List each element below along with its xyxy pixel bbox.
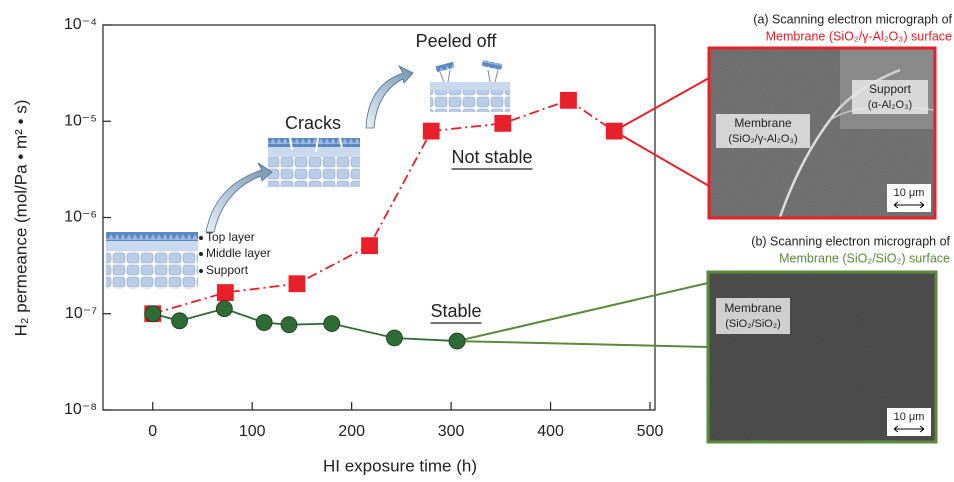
layer-illustration <box>106 232 203 289</box>
y-tick-label: 10⁻⁷ <box>65 305 97 322</box>
series-label: Not stable <box>451 147 532 167</box>
series-label: Stable <box>430 301 481 321</box>
marker <box>256 315 272 331</box>
peeled-illustration <box>430 60 510 112</box>
marker <box>324 316 340 332</box>
sem-label: Membrane <box>734 116 792 130</box>
marker <box>423 123 439 139</box>
marker <box>172 313 188 329</box>
marker <box>362 238 378 254</box>
x-tick-label: 500 <box>637 423 664 440</box>
scale-label: 10 μm <box>894 187 925 199</box>
annotation: Cracks <box>285 113 341 133</box>
x-tick-label: 100 <box>239 423 266 440</box>
y-tick-label: 10⁻⁴ <box>64 16 97 33</box>
cracks-illustration <box>268 138 360 187</box>
sem-label: (α-Al₂O₃) <box>868 99 912 111</box>
sem-label: (SiO₂/SiO₂) <box>725 318 781 330</box>
x-tick-label: 400 <box>537 423 564 440</box>
marker <box>560 92 576 108</box>
layer-label: Support <box>206 263 249 277</box>
panel-caption: (b) Scanning electron micrograph of <box>751 234 950 248</box>
figure: Top layer Middle layer Support Cracks Pe… <box>0 0 954 482</box>
y-tick-label: 10⁻⁸ <box>64 401 97 418</box>
sem-label: Support <box>869 82 912 96</box>
y-axis-label: H₂ permeance (mol/Pa • m² • s) <box>11 100 30 337</box>
marker <box>145 306 161 322</box>
plot-frame <box>103 25 655 410</box>
layer-label: Top layer <box>206 230 255 244</box>
y-tick-label: 10⁻⁵ <box>64 112 97 129</box>
x-tick-label: 200 <box>338 423 365 440</box>
scale-label: 10 μm <box>894 411 925 423</box>
y-tick-label: 10⁻⁶ <box>64 209 97 226</box>
arrow <box>366 66 413 128</box>
marker <box>386 330 402 346</box>
annotation: Peeled off <box>416 31 498 51</box>
callout-line <box>457 283 708 347</box>
layer-label: Middle layer <box>206 246 271 260</box>
panel-subtitle: Membrane (SiO₂/γ-Al₂O₃) surface <box>766 29 952 43</box>
x-tick-label: 0 <box>148 423 157 440</box>
arrow <box>206 163 272 232</box>
x-axis-label: HI exposure time (h) <box>323 456 477 475</box>
marker <box>216 301 232 317</box>
marker <box>217 285 233 301</box>
callout-line <box>614 78 709 186</box>
sem-label: Membrane <box>724 301 782 315</box>
sem-label: (SiO₂/γ-Al₂O₃) <box>728 133 797 145</box>
marker <box>495 115 511 131</box>
x-tick-label: 300 <box>438 423 465 440</box>
series-line <box>153 309 457 341</box>
marker <box>449 333 465 349</box>
marker <box>289 276 305 292</box>
marker <box>606 123 622 139</box>
panel-caption: (a) Scanning electron micrograph of <box>753 12 952 26</box>
marker <box>281 317 297 333</box>
panel-subtitle: Membrane (SiO₂/SiO₂) surface <box>779 251 950 265</box>
